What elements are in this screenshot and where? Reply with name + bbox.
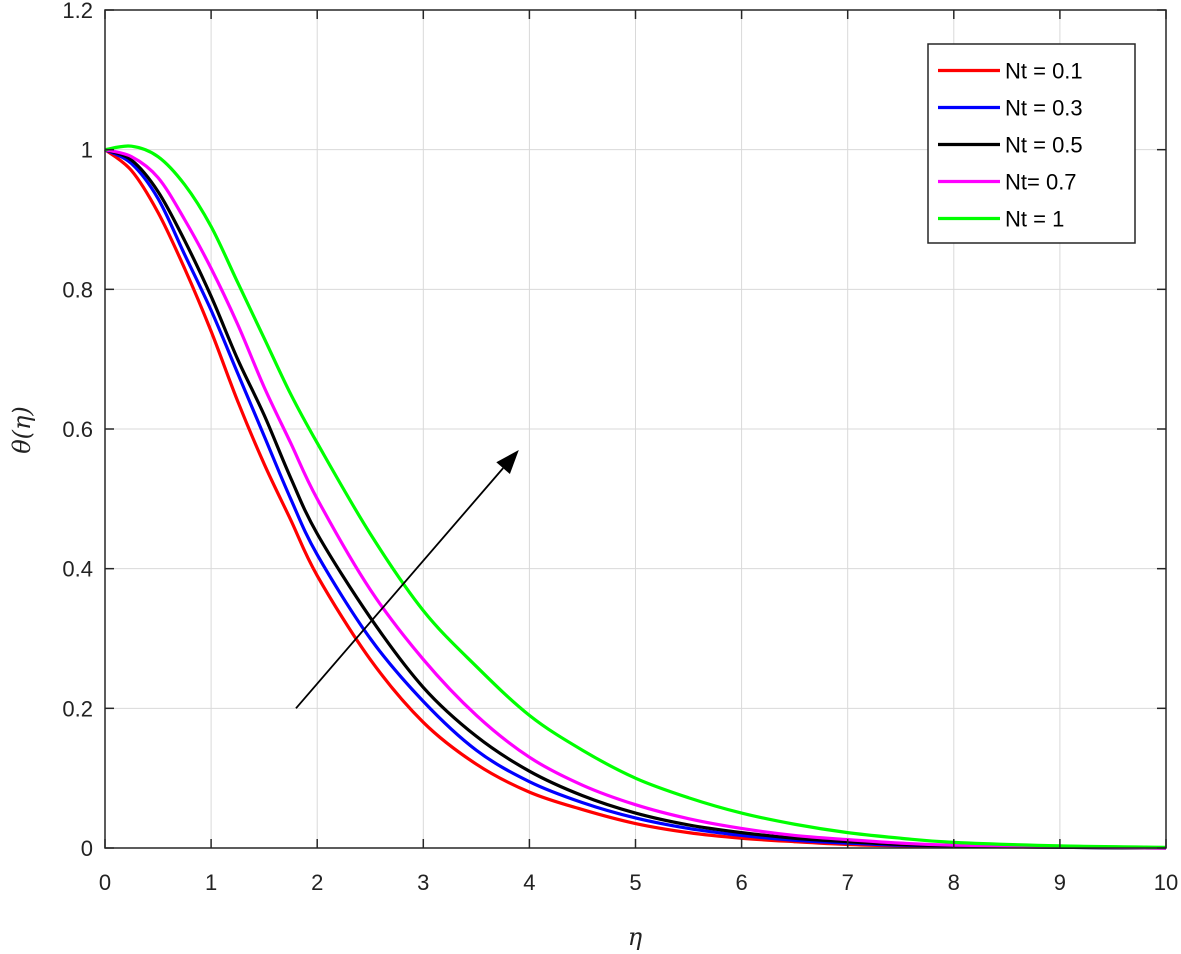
x-tick-label: 10 (1154, 870, 1178, 895)
series-lines (104, 144, 1167, 850)
ticks (104, 9, 1167, 849)
series-line-3 (104, 148, 1167, 850)
x-tick-label: 2 (311, 870, 323, 895)
x-axis-label: η (628, 923, 643, 951)
x-tick-label: 3 (417, 870, 429, 895)
y-tick-labels: 0 0.2 0.4 0.6 0.8 1 1.2 (62, 0, 93, 861)
legend-label-2: Nt = 0.5 (1005, 133, 1083, 158)
x-tick-label: 9 (1054, 870, 1066, 895)
x-tick-label: 8 (948, 870, 960, 895)
legend-label-0: Nt = 0.1 (1005, 59, 1083, 84)
x-tick-label: 1 (205, 870, 217, 895)
y-tick-label: 0.8 (62, 277, 93, 302)
x-tick-label: 7 (842, 870, 854, 895)
x-tick-label: 4 (523, 870, 535, 895)
annotation-arrow-head (496, 450, 519, 474)
x-tick-label: 0 (99, 870, 111, 895)
x-tick-labels: 0 1 2 3 4 5 6 7 8 9 10 (99, 870, 1178, 895)
legend-label-3: Nt= 0.7 (1005, 170, 1077, 195)
x-tick-label: 5 (629, 870, 641, 895)
series-line-4 (104, 144, 1167, 849)
y-tick-label: 0.4 (62, 557, 93, 582)
y-tick-label: 0.2 (62, 696, 93, 721)
legend-label-1: Nt = 0.3 (1005, 96, 1083, 121)
legend-label-4: Nt = 1 (1005, 207, 1064, 232)
y-tick-label: 0.6 (62, 417, 93, 442)
y-tick-label: 0 (81, 836, 93, 861)
annotation-arrow-shaft (295, 467, 504, 709)
y-tick-label: 1.2 (62, 0, 93, 23)
x-tick-label: 6 (735, 870, 747, 895)
legend: Nt = 0.1 Nt = 0.3 Nt = 0.5 Nt= 0.7 Nt = 1 (927, 43, 1136, 244)
y-axis-label: θ(η) (8, 406, 36, 454)
annotations (295, 450, 519, 709)
y-tick-label: 1 (81, 138, 93, 163)
